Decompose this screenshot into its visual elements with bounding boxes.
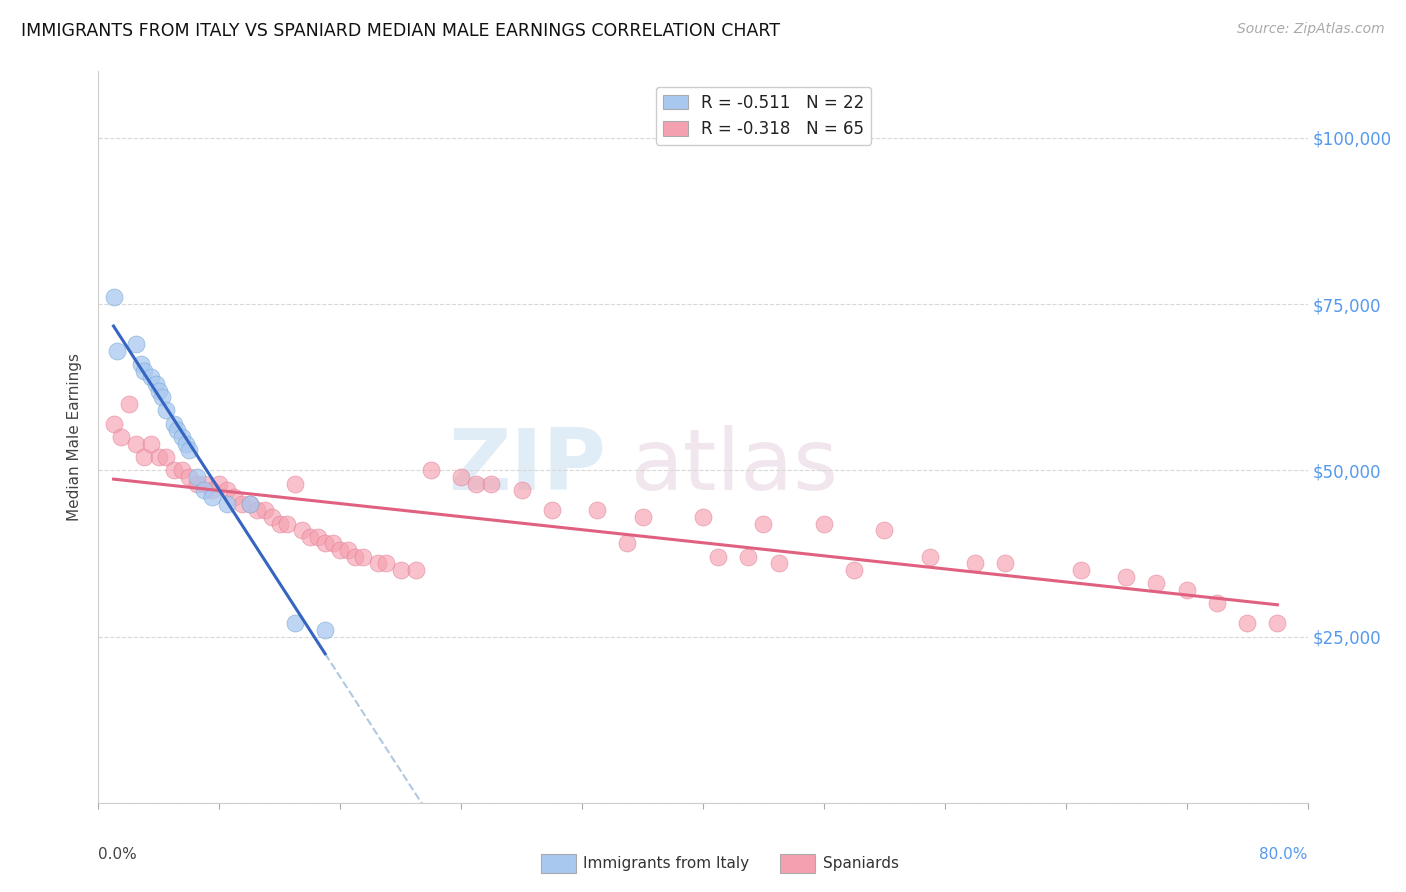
Point — [510, 483, 533, 498]
Text: IMMIGRANTS FROM ITALY VS SPANIARD MEDIAN MALE EARNINGS CORRELATION CHART: IMMIGRANTS FROM ITALY VS SPANIARD MEDIAN… — [21, 22, 780, 40]
Point — [110, 430, 132, 444]
Point — [239, 497, 262, 511]
Point — [201, 490, 224, 504]
Point — [284, 616, 307, 631]
Point — [1175, 582, 1198, 597]
Point — [276, 516, 298, 531]
Point — [166, 424, 188, 438]
Point — [141, 436, 163, 450]
Point — [246, 503, 269, 517]
Point — [132, 363, 155, 377]
Point — [389, 563, 412, 577]
Point — [844, 563, 866, 577]
Point — [215, 483, 238, 498]
Text: ZIP: ZIP — [449, 425, 606, 508]
Point — [768, 557, 790, 571]
Text: atlas: atlas — [630, 425, 838, 508]
Point — [465, 476, 488, 491]
Point — [224, 490, 246, 504]
Point — [155, 403, 177, 417]
Point — [170, 463, 193, 477]
Point — [201, 483, 224, 498]
Point — [322, 536, 344, 550]
Point — [239, 497, 262, 511]
Point — [540, 503, 562, 517]
Legend: R = -0.511   N = 22, R = -0.318   N = 65: R = -0.511 N = 22, R = -0.318 N = 65 — [657, 87, 870, 145]
Point — [481, 476, 503, 491]
Point — [193, 476, 215, 491]
Point — [918, 549, 941, 564]
Point — [163, 463, 186, 477]
Point — [692, 509, 714, 524]
Point — [215, 497, 238, 511]
Point — [752, 516, 775, 531]
Point — [208, 476, 231, 491]
Point — [994, 557, 1017, 571]
Point — [374, 557, 396, 571]
Point — [1146, 576, 1168, 591]
Point — [291, 523, 314, 537]
Point — [170, 430, 193, 444]
Point — [1267, 616, 1289, 631]
Point — [352, 549, 374, 564]
Text: Spaniards: Spaniards — [823, 856, 898, 871]
Point — [873, 523, 896, 537]
Point — [155, 450, 177, 464]
Point — [314, 623, 336, 637]
Text: Immigrants from Italy: Immigrants from Italy — [583, 856, 749, 871]
Point — [336, 543, 359, 558]
Point — [174, 436, 197, 450]
Y-axis label: Median Male Earnings: Median Male Earnings — [67, 353, 83, 521]
Point — [186, 470, 208, 484]
Point — [125, 436, 148, 450]
Point — [450, 470, 472, 484]
Point — [193, 483, 215, 498]
Point — [125, 337, 148, 351]
Point — [420, 463, 443, 477]
Point — [307, 530, 329, 544]
Point — [405, 563, 427, 577]
Point — [965, 557, 987, 571]
Point — [616, 536, 638, 550]
Point — [1206, 596, 1229, 610]
Text: 0.0%: 0.0% — [98, 847, 138, 862]
Point — [269, 516, 291, 531]
Point — [148, 384, 170, 398]
Point — [103, 417, 125, 431]
Point — [163, 417, 186, 431]
Point — [586, 503, 609, 517]
Point — [737, 549, 759, 564]
Point — [253, 503, 276, 517]
Point — [262, 509, 284, 524]
Point — [707, 549, 730, 564]
Point — [118, 397, 141, 411]
Point — [344, 549, 367, 564]
Point — [1115, 570, 1137, 584]
Point — [314, 536, 336, 550]
Point — [1236, 616, 1258, 631]
Point — [1070, 563, 1092, 577]
Point — [148, 450, 170, 464]
Point — [329, 543, 352, 558]
Point — [179, 470, 201, 484]
Point — [132, 450, 155, 464]
Point — [129, 357, 152, 371]
Point — [231, 497, 253, 511]
Point — [141, 370, 163, 384]
Point — [284, 476, 307, 491]
Point — [813, 516, 835, 531]
Point — [299, 530, 322, 544]
Point — [103, 290, 125, 304]
Point — [186, 476, 208, 491]
Point — [145, 376, 167, 391]
Point — [631, 509, 654, 524]
Point — [367, 557, 389, 571]
Point — [105, 343, 128, 358]
Point — [179, 443, 201, 458]
Text: Source: ZipAtlas.com: Source: ZipAtlas.com — [1237, 22, 1385, 37]
Text: 80.0%: 80.0% — [1260, 847, 1308, 862]
Point — [150, 390, 173, 404]
